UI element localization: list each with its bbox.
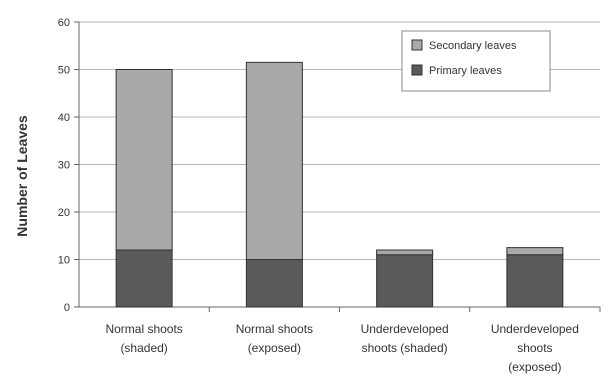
bar-segment-primary: [115, 249, 173, 308]
category-label: Underdeveloped: [491, 322, 579, 336]
y-tick-label: 60: [58, 17, 70, 29]
category-label: Normal shoots: [236, 322, 313, 336]
y-tick-label: 10: [58, 255, 70, 267]
y-tick-label: 50: [58, 65, 70, 77]
bar-segment-secondary: [115, 69, 173, 251]
category-labels: Normal shoots (shaded) Normal shoots (expos…: [105, 322, 578, 374]
bar-segment-secondary: [245, 61, 303, 260]
bars: [115, 61, 564, 308]
category-label: (exposed): [508, 360, 561, 374]
legend-label: Primary leaves: [429, 65, 502, 77]
bar-segment-secondary: [376, 249, 434, 256]
category-label: (shaded): [120, 341, 167, 355]
y-tick-label: 20: [58, 207, 70, 219]
legend-swatch: [411, 64, 423, 76]
bar-segment-secondary: [506, 247, 564, 256]
legend-swatch: [411, 39, 423, 51]
tick-labels: 0 10 20 30 40 50 60: [58, 17, 70, 314]
y-tick-label: 40: [58, 112, 70, 124]
category-label: Underdeveloped: [361, 322, 449, 336]
legend: Secondary leaves Primary leaves: [401, 30, 551, 92]
legend-label: Secondary leaves: [429, 40, 517, 52]
category-label: shoots: [517, 341, 552, 355]
legend-box: [401, 30, 551, 92]
y-axis-label: Number of Leaves: [14, 115, 30, 237]
category-label: Normal shoots: [105, 322, 182, 336]
y-tick-label: 0: [64, 302, 70, 314]
category-label: (exposed): [248, 341, 301, 355]
bar-segment-primary: [506, 254, 564, 308]
y-tick-label: 30: [58, 160, 70, 172]
category-label: shoots (shaded): [362, 341, 448, 355]
bar-segment-primary: [245, 259, 303, 308]
bar-segment-primary: [376, 254, 434, 308]
